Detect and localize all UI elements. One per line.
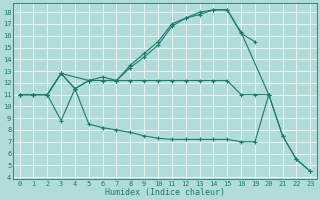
X-axis label: Humidex (Indice chaleur): Humidex (Indice chaleur) xyxy=(105,188,225,197)
